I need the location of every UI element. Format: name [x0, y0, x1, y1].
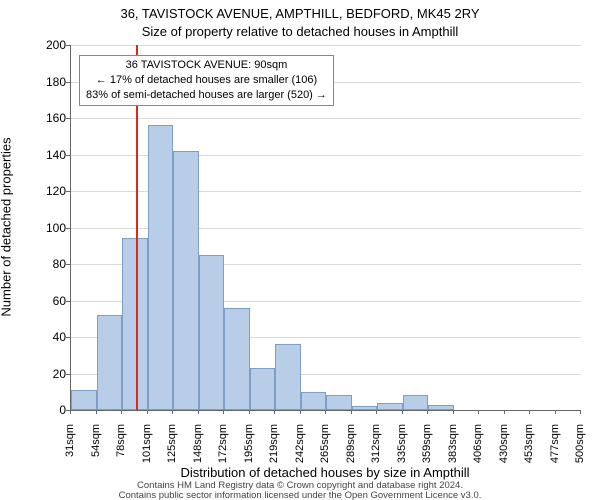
histogram-bar	[428, 405, 454, 410]
y-tick-mark	[66, 301, 70, 302]
histogram-bar	[148, 125, 174, 410]
x-tick-label: 265sqm	[319, 424, 331, 470]
histogram-bar	[173, 151, 199, 410]
x-tick-mark	[325, 410, 326, 414]
x-tick-label: 78sqm	[115, 424, 127, 470]
histogram-bar	[71, 390, 97, 410]
x-tick-label: 54sqm	[90, 424, 102, 470]
x-tick-mark	[147, 410, 148, 414]
annotation-box: 36 TAVISTOCK AVENUE: 90sqm ← 17% of deta…	[79, 55, 334, 106]
x-tick-label: 195sqm	[243, 424, 255, 470]
x-tick-label: 500sqm	[574, 424, 586, 470]
y-tick-mark	[66, 82, 70, 83]
histogram-bar	[352, 406, 378, 410]
annotation-line-2: ← 17% of detached houses are smaller (10…	[86, 73, 327, 88]
histogram-bar	[199, 255, 225, 410]
x-tick-mark	[351, 410, 352, 414]
x-tick-mark	[478, 410, 479, 414]
gridline	[71, 118, 581, 119]
y-tick-mark	[66, 45, 70, 46]
histogram-bar	[275, 344, 301, 410]
x-tick-label: 335sqm	[396, 424, 408, 470]
histogram-bar	[326, 395, 352, 410]
y-tick-mark	[66, 191, 70, 192]
chart-container: 36, TAVISTOCK AVENUE, AMPTHILL, BEDFORD,…	[0, 0, 600, 500]
x-tick-mark	[376, 410, 377, 414]
x-tick-mark	[453, 410, 454, 414]
histogram-bar	[224, 308, 250, 410]
y-tick-mark	[66, 337, 70, 338]
y-axis-label: Number of detached properties	[0, 137, 14, 316]
histogram-bar	[97, 315, 123, 410]
x-tick-mark	[223, 410, 224, 414]
y-tick-label: 180	[36, 75, 66, 89]
x-tick-mark	[402, 410, 403, 414]
plot-area: 36 TAVISTOCK AVENUE: 90sqm ← 17% of deta…	[70, 45, 581, 411]
histogram-bar	[122, 238, 148, 410]
chart-title-sub: Size of property relative to detached ho…	[0, 24, 600, 39]
x-tick-label: 430sqm	[498, 424, 510, 470]
x-tick-mark	[300, 410, 301, 414]
x-tick-label: 242sqm	[294, 424, 306, 470]
histogram-bar	[301, 392, 327, 410]
x-tick-label: 453sqm	[523, 424, 535, 470]
x-tick-mark	[121, 410, 122, 414]
x-tick-label: 477sqm	[549, 424, 561, 470]
y-tick-label: 100	[36, 221, 66, 235]
x-tick-label: 172sqm	[217, 424, 229, 470]
y-tick-label: 40	[36, 330, 66, 344]
x-tick-label: 31sqm	[64, 424, 76, 470]
y-tick-label: 80	[36, 257, 66, 271]
x-tick-label: 383sqm	[447, 424, 459, 470]
y-tick-label: 20	[36, 367, 66, 381]
x-tick-mark	[198, 410, 199, 414]
x-tick-label: 406sqm	[472, 424, 484, 470]
x-tick-label: 101sqm	[141, 424, 153, 470]
x-tick-label: 148sqm	[192, 424, 204, 470]
y-tick-mark	[66, 155, 70, 156]
x-tick-label: 359sqm	[421, 424, 433, 470]
annotation-line-1: 36 TAVISTOCK AVENUE: 90sqm	[86, 58, 327, 73]
y-tick-label: 140	[36, 148, 66, 162]
x-tick-mark	[96, 410, 97, 414]
histogram-bar	[250, 368, 276, 410]
annotation-line-3: 83% of semi-detached houses are larger (…	[86, 88, 327, 103]
gridline	[71, 45, 581, 46]
x-tick-label: 125sqm	[166, 424, 178, 470]
x-tick-label: 312sqm	[370, 424, 382, 470]
y-tick-label: 160	[36, 111, 66, 125]
histogram-bar	[403, 395, 429, 410]
x-tick-label: 219sqm	[268, 424, 280, 470]
y-tick-mark	[66, 264, 70, 265]
histogram-bar	[377, 403, 403, 410]
y-tick-label: 200	[36, 38, 66, 52]
y-tick-mark	[66, 228, 70, 229]
x-tick-mark	[172, 410, 173, 414]
y-tick-label: 60	[36, 294, 66, 308]
x-tick-mark	[580, 410, 581, 414]
x-tick-label: 289sqm	[345, 424, 357, 470]
x-tick-mark	[555, 410, 556, 414]
footer-line-2: Contains public sector information licen…	[0, 490, 600, 500]
x-tick-mark	[427, 410, 428, 414]
x-tick-mark	[504, 410, 505, 414]
y-tick-label: 120	[36, 184, 66, 198]
y-tick-mark	[66, 374, 70, 375]
x-tick-mark	[529, 410, 530, 414]
x-tick-mark	[70, 410, 71, 414]
x-tick-mark	[249, 410, 250, 414]
y-tick-mark	[66, 118, 70, 119]
y-tick-label: 0	[36, 403, 66, 417]
x-tick-mark	[274, 410, 275, 414]
chart-title-main: 36, TAVISTOCK AVENUE, AMPTHILL, BEDFORD,…	[0, 6, 600, 21]
